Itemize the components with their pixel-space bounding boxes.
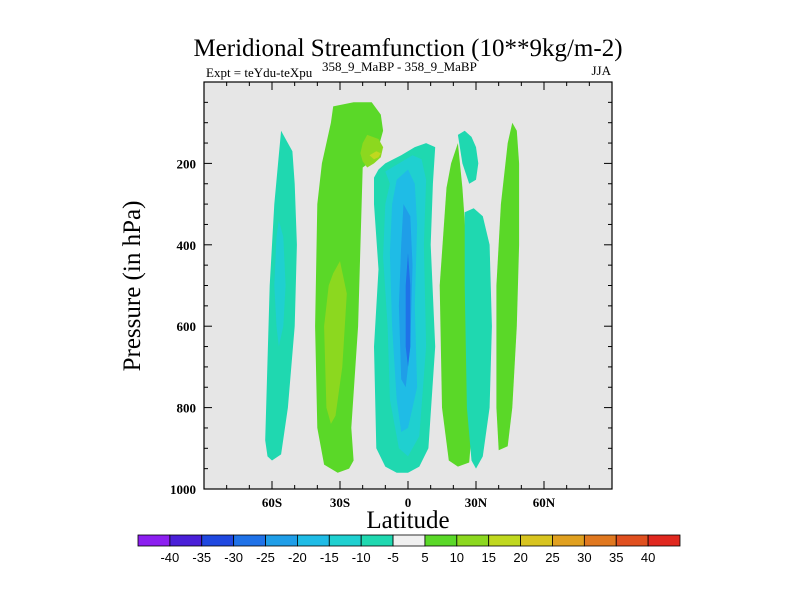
x-axis-label: Latitude — [366, 507, 449, 534]
colorbar-swatch — [201, 534, 235, 547]
colorbar-label: -5 — [387, 550, 399, 565]
colorbar-swatch — [360, 534, 394, 547]
y-tick-label: 200 — [177, 156, 197, 171]
y-axis-label: Pressure (in hPa) — [119, 201, 146, 372]
contour-cell-30n-lower — [464, 208, 492, 469]
colorbar-label: 15 — [481, 550, 495, 565]
chart-subtitle-right: JJA — [591, 63, 611, 78]
colorbar-label: 25 — [545, 550, 559, 565]
colorbar-label: -10 — [352, 550, 371, 565]
contour-upper-max — [360, 134, 384, 168]
chart-title: Meridional Streamfunction (10**9kg/m-2) — [193, 35, 622, 62]
colorbar-label: -35 — [192, 550, 211, 565]
colorbar-swatch — [169, 534, 203, 547]
contour-core-60s — [274, 220, 286, 347]
colorbar-label: -30 — [224, 550, 243, 565]
contour-cell-eq-peak — [405, 252, 411, 367]
contour-cell-20n — [439, 143, 474, 467]
contour-cell-30s-inner — [324, 261, 347, 424]
colorbar: -40 -35 -30 -25 -20 -15 -10 -5 5 10 15 20 25 30 35 40 — [137, 534, 681, 565]
colorbar-swatch — [647, 534, 681, 547]
contour-upper-max-core — [369, 151, 381, 160]
y-tick-label: 800 — [177, 401, 197, 416]
colorbar-label: 5 — [421, 550, 428, 565]
colorbar-label: 20 — [513, 550, 527, 565]
colorbar-label: 10 — [450, 550, 464, 565]
colorbar-label: 35 — [609, 550, 623, 565]
colorbar-swatch — [424, 534, 458, 547]
x-tick-label: 60N — [533, 495, 556, 510]
x-tick-label: 0 — [405, 495, 412, 510]
colorbar-swatch — [583, 534, 617, 547]
colorbar-swatch — [552, 534, 585, 547]
colorbar-swatch — [456, 534, 490, 547]
colorbar-label: 30 — [577, 550, 591, 565]
y-tick-label: 600 — [177, 319, 197, 334]
y-tick-label: 1000 — [170, 482, 196, 497]
contour-cell-50n — [496, 122, 520, 451]
x-tick-label: 30N — [465, 495, 488, 510]
colorbar-swatch — [233, 534, 266, 547]
colorbar-swatch — [615, 534, 649, 547]
colorbar-swatch — [137, 534, 171, 547]
colorbar-label: -25 — [256, 550, 275, 565]
contour-cell-30n-upper — [457, 130, 479, 184]
colorbar-swatch — [265, 534, 298, 547]
colorbar-swatch — [520, 534, 553, 547]
chart-subtitle-left: Expt = teYdu-teXpu — [206, 65, 313, 80]
chart-subtitle-center: 358_9_MaBP - 358_9_MaBP — [322, 59, 477, 74]
colorbar-label: -40 — [160, 550, 179, 565]
colorbar-swatch — [488, 534, 521, 547]
colorbar-swatch — [297, 534, 330, 547]
colorbar-label: -15 — [320, 550, 339, 565]
x-tick-label: 30S — [330, 495, 350, 510]
x-tick-label: 60S — [262, 495, 282, 510]
y-tick-label: 400 — [177, 238, 197, 253]
colorbar-swatch — [328, 534, 362, 547]
axes-layer: 60S 30S 0 30N 60N 200 400 600 800 1000 — [170, 82, 613, 510]
contour-layer — [265, 102, 520, 473]
colorbar-label: 40 — [641, 550, 655, 565]
colorbar-swatch — [392, 534, 426, 547]
colorbar-label: -20 — [288, 550, 307, 565]
